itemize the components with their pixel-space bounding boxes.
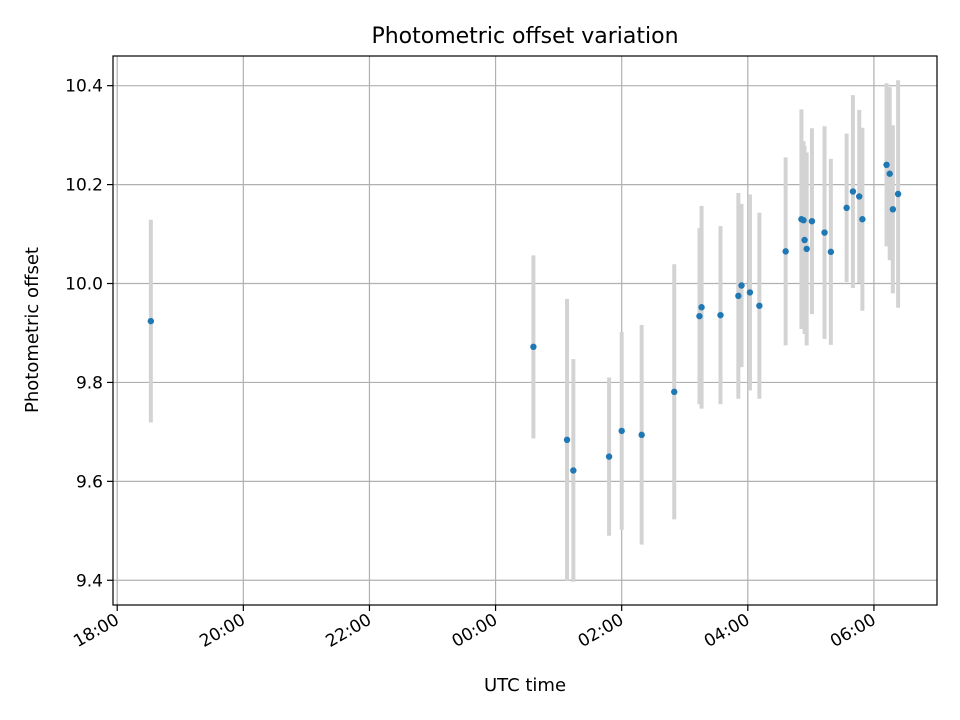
data-point bbox=[717, 311, 724, 319]
data-point bbox=[827, 248, 835, 256]
data-point bbox=[147, 317, 155, 325]
data-point bbox=[886, 170, 893, 177]
y-tick-label: 9.6 bbox=[76, 472, 103, 492]
data-point bbox=[638, 431, 645, 439]
data-points bbox=[147, 161, 902, 474]
data-point bbox=[800, 217, 807, 224]
y-tick-label: 10.4 bbox=[65, 77, 103, 97]
data-point bbox=[803, 245, 810, 253]
data-point bbox=[563, 436, 571, 444]
data-point bbox=[856, 193, 863, 200]
x-axis-label: UTC time bbox=[484, 675, 566, 696]
data-point bbox=[782, 248, 789, 255]
data-point bbox=[883, 161, 890, 169]
data-point bbox=[618, 427, 625, 435]
data-point bbox=[808, 217, 816, 225]
grid bbox=[113, 56, 937, 605]
data-point bbox=[605, 453, 613, 460]
data-point bbox=[696, 312, 703, 320]
data-point bbox=[821, 229, 828, 236]
data-point bbox=[570, 467, 577, 474]
y-tick-label: 10.0 bbox=[65, 275, 103, 295]
data-point bbox=[735, 292, 742, 300]
data-point bbox=[859, 216, 866, 223]
data-point bbox=[738, 282, 745, 289]
data-point bbox=[756, 302, 763, 309]
data-point bbox=[746, 289, 754, 296]
plot-frame bbox=[112, 55, 938, 606]
data-point bbox=[671, 388, 678, 396]
y-tick-label: 9.4 bbox=[76, 571, 103, 591]
data-point bbox=[889, 206, 897, 213]
data-point bbox=[894, 190, 902, 198]
data-point bbox=[698, 304, 705, 311]
y-axis-label: Photometric offset bbox=[22, 247, 43, 413]
data-point bbox=[530, 343, 537, 351]
chart-title: Photometric offset variation bbox=[371, 24, 678, 49]
data-point bbox=[801, 236, 808, 244]
data-point bbox=[843, 204, 850, 212]
y-tick-label: 10.2 bbox=[65, 176, 103, 196]
y-axis-ticks: 9.4 9.6 9.8 10.0 10.2 10.4 bbox=[65, 77, 113, 591]
y-tick-label: 9.8 bbox=[76, 373, 103, 393]
data-point bbox=[849, 188, 857, 195]
